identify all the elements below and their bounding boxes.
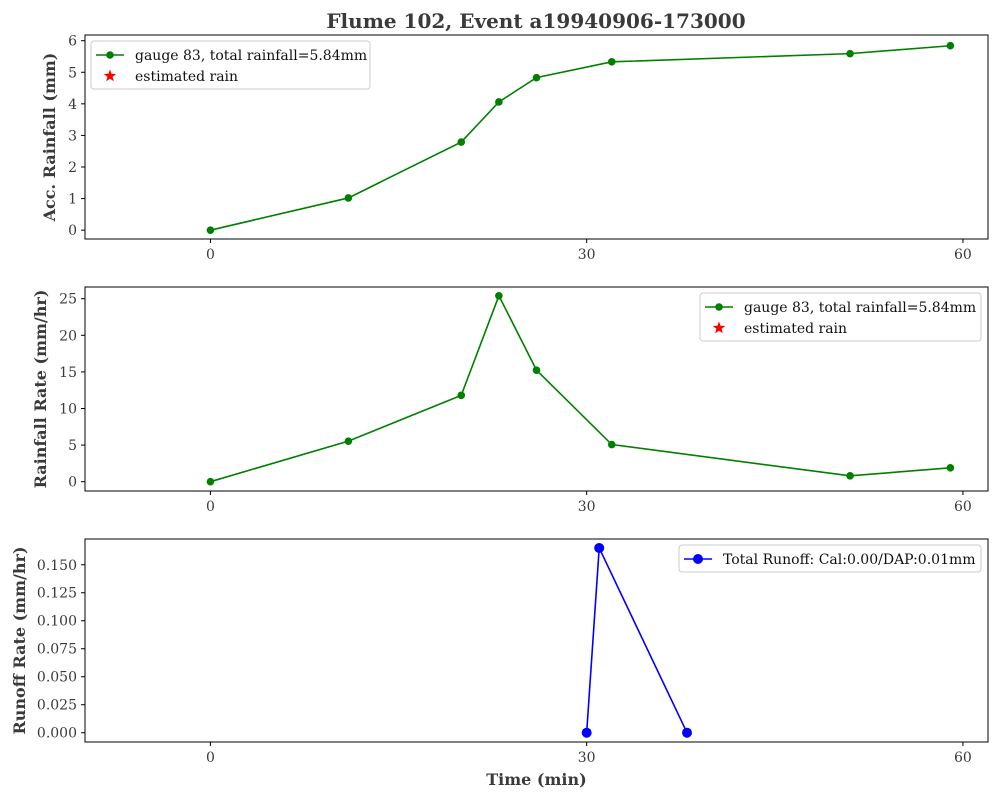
axes-frame bbox=[84, 286, 989, 492]
legend-marker bbox=[106, 51, 114, 59]
series-line bbox=[585, 544, 688, 734]
legend: gauge 83, total rainfall=5.84mm estimated… bbox=[699, 292, 982, 342]
legend-label: gauge 83, total rainfall=5.84mm bbox=[135, 48, 367, 64]
data-point bbox=[846, 49, 854, 58]
data-point bbox=[607, 58, 616, 66]
data-point bbox=[495, 291, 503, 300]
axes-frame bbox=[84, 538, 989, 743]
subplot-2: 0 30 60 0 5 10 15 20 25 Rainfall Rate (mm/hr) gaug… bbox=[31, 286, 989, 515]
legend-entry: Total Runoff: Cal:0.00/DAP:0.01mm bbox=[684, 552, 976, 568]
data-point bbox=[682, 727, 692, 738]
legend-entry: gauge 83, total rainfall=5.84mm bbox=[705, 300, 976, 316]
axes-frame bbox=[84, 34, 989, 240]
legend-label: estimated rain bbox=[135, 69, 238, 85]
x-tick-label: 60 bbox=[954, 499, 972, 515]
data-point bbox=[581, 727, 592, 738]
x-tick-label: 30 bbox=[578, 750, 596, 766]
legend: gauge 83, total rainfall=5.84mm estimated… bbox=[90, 40, 371, 90]
y-tick-label: 0.125 bbox=[37, 586, 77, 602]
y-tick-label: 25 bbox=[59, 292, 77, 308]
y-axis-label: Acc. Rainfall (mm) bbox=[40, 53, 59, 223]
data-point bbox=[206, 226, 215, 234]
series-line bbox=[210, 44, 951, 231]
legend: Total Runoff: Cal:0.00/DAP:0.01mm bbox=[678, 544, 982, 573]
data-point bbox=[946, 41, 955, 50]
data-point bbox=[344, 437, 353, 445]
legend-label: gauge 83, total rainfall=5.84mm bbox=[744, 300, 976, 316]
data-point bbox=[532, 73, 541, 82]
y-tick-label: 6 bbox=[68, 34, 77, 50]
data-point bbox=[594, 542, 605, 553]
x-tick-label: 0 bbox=[206, 750, 215, 766]
subplot-1: 0 30 60 0 1 2 3 4 5 6 Acc. Rainfall (mm) gauge 83, … bbox=[40, 34, 989, 263]
chart-title: Flume 102, Event a19940906-173000 bbox=[326, 9, 745, 33]
legend-entry: estimated rain bbox=[103, 69, 238, 85]
y-tick-label: 0.100 bbox=[37, 614, 77, 630]
y-tick-label: 0.050 bbox=[37, 670, 77, 686]
x-tick-label: 0 bbox=[206, 499, 215, 515]
data-point bbox=[344, 194, 353, 202]
y-tick-label: 0.150 bbox=[37, 558, 77, 574]
y-axis-label: Rainfall Rate (mm/hr) bbox=[31, 290, 50, 489]
subplot-3: 0 30 60 0.000 0.025 0.050 0.075 0.100 0.125 0.150… bbox=[10, 538, 989, 789]
x-tick-label: 60 bbox=[954, 750, 972, 766]
data-point bbox=[946, 463, 955, 472]
x-tick-label: 0 bbox=[206, 247, 215, 263]
legend-entry: gauge 83, total rainfall=5.84mm bbox=[96, 48, 367, 64]
y-tick-label: 0.075 bbox=[37, 642, 77, 658]
legend-entry: estimated rain bbox=[712, 321, 847, 337]
legend-star-marker bbox=[712, 321, 726, 334]
legend-marker bbox=[693, 554, 703, 564]
legend-star-marker bbox=[103, 69, 117, 82]
y-tick-label: 2 bbox=[68, 160, 77, 176]
legend-box bbox=[678, 544, 982, 573]
legend-marker bbox=[715, 303, 723, 311]
y-tick-label: 1 bbox=[68, 192, 77, 208]
data-point bbox=[495, 98, 503, 106]
y-tick-label: 10 bbox=[59, 402, 77, 418]
legend-label: estimated rain bbox=[744, 321, 847, 337]
data-point bbox=[457, 391, 466, 400]
y-tick-label: 0.000 bbox=[37, 726, 77, 742]
data-point bbox=[607, 440, 616, 449]
x-tick-label: 30 bbox=[578, 499, 596, 515]
data-point bbox=[206, 477, 215, 486]
y-tick-label: 0.025 bbox=[37, 698, 77, 714]
y-tick-label: 3 bbox=[68, 128, 77, 144]
legend-label: Total Runoff: Cal:0.00/DAP:0.01mm bbox=[723, 552, 976, 568]
series-1 bbox=[206, 291, 955, 486]
y-tick-label: 5 bbox=[68, 438, 77, 454]
data-point bbox=[532, 366, 541, 374]
series-1 bbox=[581, 542, 692, 738]
legend-box bbox=[699, 292, 982, 342]
y-tick-label: 20 bbox=[59, 328, 77, 344]
y-tick-label: 15 bbox=[59, 365, 77, 381]
series-line bbox=[210, 293, 951, 483]
y-tick-label: 4 bbox=[68, 97, 77, 113]
legend-box bbox=[90, 40, 371, 90]
y-tick-label: 5 bbox=[68, 65, 77, 81]
series-1 bbox=[206, 41, 955, 234]
data-point bbox=[846, 472, 854, 480]
y-tick-label: 0 bbox=[68, 223, 77, 239]
data-point bbox=[457, 138, 466, 146]
x-axis-label: Time (min) bbox=[486, 770, 586, 789]
y-axis-label: Runoff Rate (mm/hr) bbox=[10, 546, 29, 734]
x-tick-label: 30 bbox=[578, 247, 596, 263]
y-tick-label: 0 bbox=[68, 475, 77, 491]
x-tick-label: 60 bbox=[954, 247, 972, 263]
